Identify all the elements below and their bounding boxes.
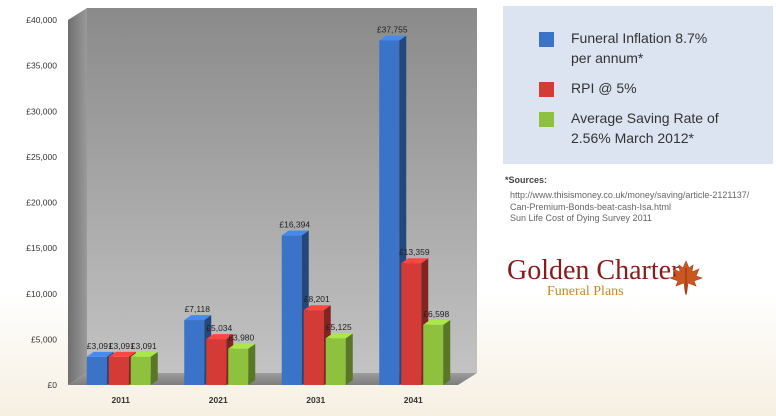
logo-title: Golden Charter [507, 255, 681, 286]
bar-side [150, 351, 158, 385]
bar-top [184, 315, 212, 321]
bar-top [401, 258, 429, 264]
data-label: £7,118 [185, 304, 211, 314]
data-label: £6,598 [423, 309, 449, 319]
legend-item-rpi: RPI @ 5% [539, 78, 736, 98]
data-label: £8,201 [304, 294, 330, 304]
data-label: £3,091 [131, 341, 157, 351]
bar-front [401, 263, 422, 385]
data-label: £5,125 [326, 322, 352, 332]
y-tick-label: £35,000 [26, 61, 57, 71]
golden-charter-logo: Golden Charter Funeral Plans [507, 255, 707, 305]
data-label: £13,359 [399, 247, 430, 257]
bar-top [130, 351, 158, 357]
bar-front [423, 324, 444, 385]
bar-top [228, 343, 256, 349]
chart-side-wall [68, 8, 87, 385]
bar-side [345, 333, 353, 385]
bar-front [325, 338, 346, 385]
data-label: £5,034 [206, 323, 232, 333]
bar-front [130, 356, 151, 385]
source-url-cont: Can-Premium-Bonds-beat-cash-Isa.html [510, 201, 672, 212]
bar-top [86, 351, 114, 357]
data-label: £37,755 [377, 24, 408, 34]
legend-swatch-blue [539, 32, 554, 47]
y-tick-label: £40,000 [26, 15, 57, 25]
x-category-label: 2041 [404, 395, 423, 405]
legend-swatch-red [539, 82, 554, 97]
x-category-label: 2011 [112, 395, 131, 405]
bar-front [303, 310, 324, 385]
legend-label: RPI @ 5% [571, 80, 637, 96]
y-tick-label: £30,000 [26, 106, 57, 116]
legend-item-saving-rate: Average Saving Rate of 2.56% March 2012* [539, 108, 736, 148]
x-category-label: 2021 [209, 395, 228, 405]
bar-top [206, 334, 234, 340]
y-tick-label: £5,000 [31, 334, 57, 344]
bar-top [108, 351, 136, 357]
bar-top [281, 230, 309, 236]
bar-front [228, 348, 249, 385]
sources-note: *Sources: http://www.thisismoney.co.uk/m… [505, 175, 775, 225]
data-label: £3,091 [109, 341, 135, 351]
bar-top [303, 305, 331, 311]
chart-area: £0 £5,000 £10,000 £15,000 £20,000 £25,000 £30,… [26, 8, 477, 405]
bar-chart: £0 £5,000 £10,000 £15,000 £20,000 £25,000 £30,… [26, 8, 477, 405]
logo-subtitle: Funeral Plans [547, 284, 624, 299]
legend-swatch-green [539, 112, 554, 127]
y-tick-label: £20,000 [26, 198, 57, 208]
chart-floor [68, 373, 477, 385]
bar-front [206, 339, 227, 385]
bar-top [423, 319, 451, 325]
y-tick-label: £0 [48, 380, 58, 390]
bar-top [325, 333, 353, 339]
data-label: £16,394 [279, 219, 310, 229]
maple-leaf-icon [669, 260, 703, 296]
legend-item-funeral-inflation: Funeral Inflation 8.7% per annum* [539, 28, 736, 68]
bar-side [443, 319, 451, 385]
y-tick-label: £15,000 [26, 243, 57, 253]
bar-front [379, 40, 400, 385]
y-tick-label: £25,000 [26, 152, 57, 162]
bar-front [281, 235, 302, 385]
bar-side [248, 343, 256, 385]
source-url: http://www.thisismoney.co.uk/money/savin… [510, 190, 750, 200]
source-survey: Sun Life Cost of Dying Survey 2011 [510, 213, 652, 223]
bar-front [108, 356, 129, 385]
data-label: £3,980 [228, 333, 254, 343]
data-label: £3,091 [87, 341, 113, 351]
bar-front [184, 320, 205, 385]
x-category-label: 2031 [306, 395, 325, 405]
bar-top [379, 35, 407, 41]
bar-front [86, 356, 107, 385]
legend: Funeral Inflation 8.7% per annum* RPI @ 5… [503, 6, 773, 164]
y-tick-label: £10,000 [26, 289, 57, 299]
sources-title: *Sources: [505, 175, 548, 185]
legend-label: Funeral Inflation 8.7% per annum* [571, 30, 708, 66]
legend-label: Average Saving Rate of 2.56% March 2012* [571, 110, 719, 146]
